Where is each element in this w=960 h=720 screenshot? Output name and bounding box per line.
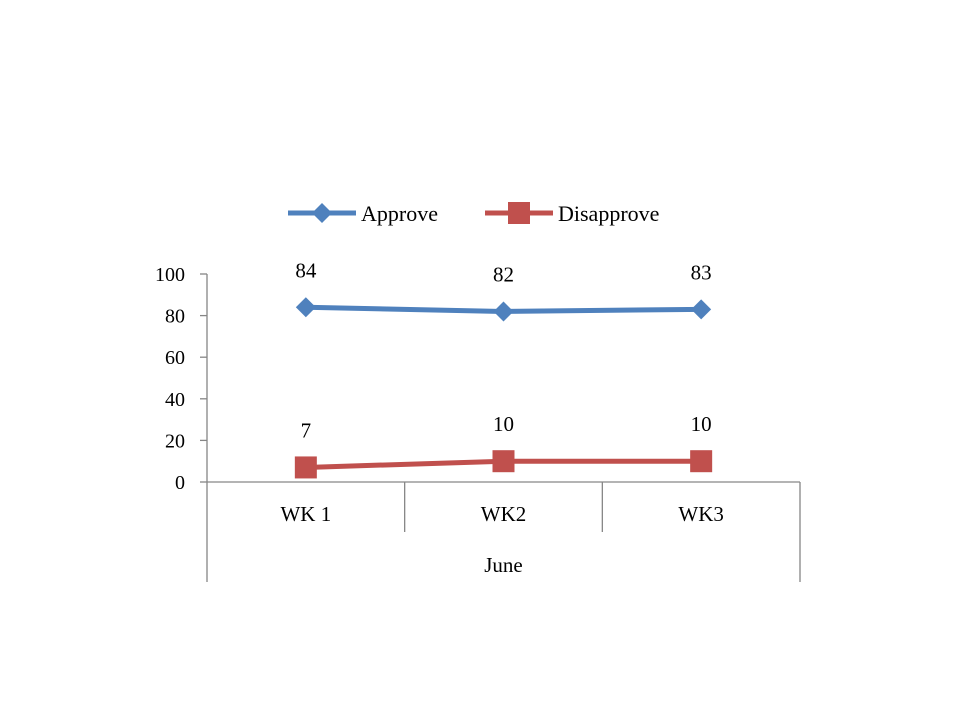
disapprove-point bbox=[294, 456, 317, 479]
approve-legend-marker bbox=[312, 203, 332, 223]
y-tick-label: 40 bbox=[165, 389, 185, 411]
y-tick-label: 0 bbox=[175, 472, 185, 494]
approve-data-label: 84 bbox=[295, 258, 317, 282]
disapprove-data-label: 7 bbox=[301, 418, 312, 442]
y-tick-label: 100 bbox=[155, 264, 185, 286]
y-tick-label: 60 bbox=[165, 347, 185, 369]
x-category-label: WK 1 bbox=[280, 502, 331, 526]
legend: Approve Disapprove bbox=[288, 201, 659, 226]
series-layer bbox=[294, 297, 713, 479]
x-category-label: WK2 bbox=[481, 502, 527, 526]
approve-data-label: 82 bbox=[493, 262, 514, 286]
data-labels: 84 82 83 7 10 10 bbox=[295, 258, 711, 442]
disapprove-data-label: 10 bbox=[691, 412, 712, 436]
approve-point bbox=[493, 301, 514, 322]
axes: 0 20 40 60 80 100 WK 1 WK2 WK3 June bbox=[155, 264, 801, 582]
x-group-label: June bbox=[484, 553, 523, 577]
disapprove-legend-marker bbox=[508, 202, 530, 224]
approve-data-label: 83 bbox=[691, 260, 712, 284]
approve-point bbox=[691, 299, 712, 320]
approve-legend-label: Approve bbox=[361, 201, 438, 226]
approve-point bbox=[295, 297, 316, 318]
y-tick-label: 80 bbox=[165, 306, 185, 328]
disapprove-legend-label: Disapprove bbox=[558, 201, 659, 226]
y-tick-label: 20 bbox=[165, 430, 185, 452]
disapprove-point bbox=[492, 450, 515, 473]
x-category-label: WK3 bbox=[678, 502, 724, 526]
disapprove-data-label: 10 bbox=[493, 412, 514, 436]
disapprove-point bbox=[690, 450, 713, 473]
